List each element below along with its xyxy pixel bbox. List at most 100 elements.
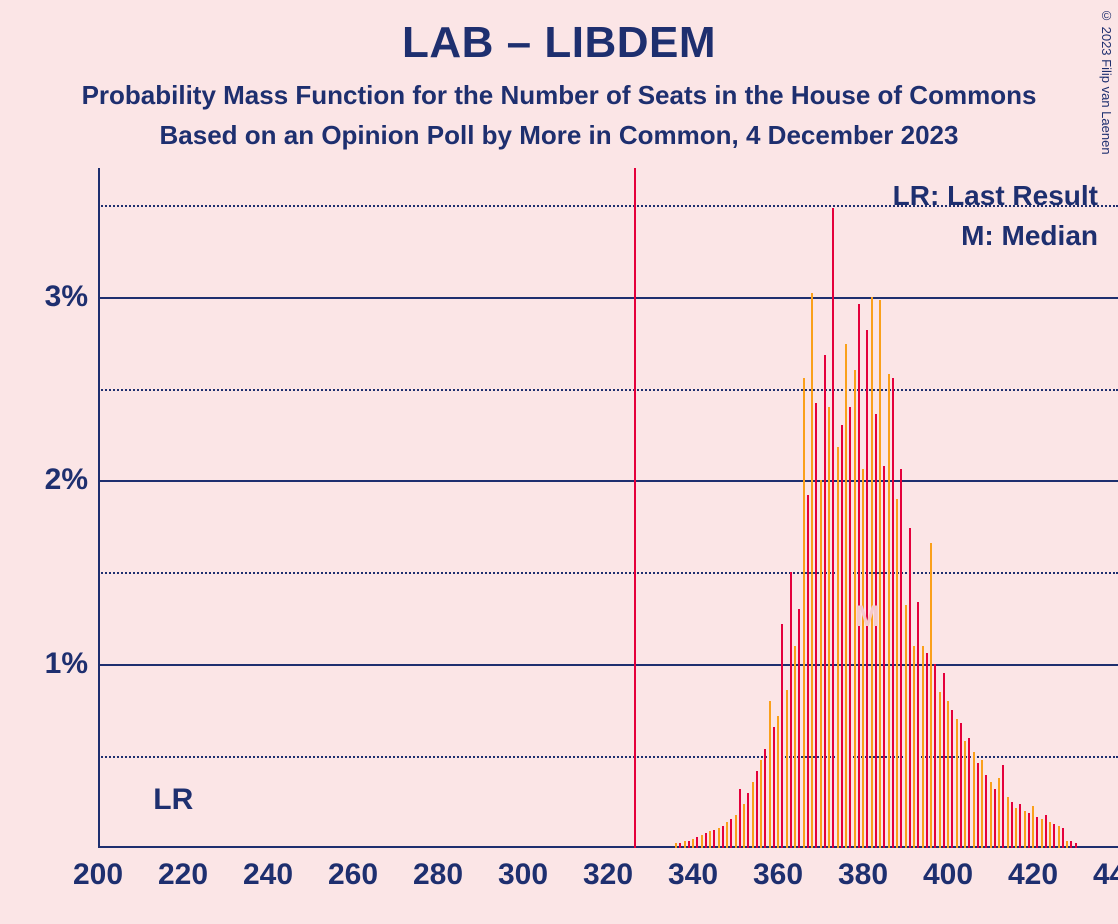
- pmf-bar: [990, 782, 992, 848]
- gridline-minor: [98, 572, 1118, 574]
- pmf-bar: [811, 293, 813, 848]
- pmf-bar: [951, 710, 953, 848]
- pmf-bar: [790, 572, 792, 848]
- pmf-bar: [781, 624, 783, 848]
- pmf-bar: [1032, 806, 1034, 848]
- pmf-bar: [1041, 819, 1043, 848]
- pmf-bar: [777, 716, 779, 848]
- pmf-bar: [815, 403, 817, 848]
- x-tick-label: 320: [583, 858, 633, 892]
- pmf-bar: [1019, 804, 1021, 848]
- y-axis-line: [98, 168, 100, 848]
- pmf-bar: [994, 789, 996, 848]
- x-tick-label: 280: [413, 858, 463, 892]
- x-tick-label: 360: [753, 858, 803, 892]
- last-result-line: [634, 168, 636, 848]
- pmf-bar: [722, 826, 724, 848]
- pmf-bar: [879, 300, 881, 848]
- pmf-bar: [1007, 797, 1009, 848]
- pmf-bar: [756, 771, 758, 848]
- pmf-bar: [973, 752, 975, 848]
- pmf-bar: [900, 469, 902, 848]
- pmf-bar: [828, 407, 830, 848]
- y-tick-label: 2%: [8, 463, 88, 497]
- pmf-bar: [739, 789, 741, 848]
- x-tick-label: 420: [1008, 858, 1058, 892]
- pmf-bar: [1015, 808, 1017, 848]
- legend-lr: LR: Last Result: [893, 180, 1098, 212]
- pmf-bar: [764, 749, 766, 848]
- pmf-bar: [892, 378, 894, 848]
- pmf-bar: [845, 344, 847, 848]
- pmf-bar: [866, 330, 868, 848]
- x-tick-label: 300: [498, 858, 548, 892]
- pmf-bar: [909, 528, 911, 848]
- pmf-bar: [684, 841, 686, 848]
- pmf-bar: [871, 297, 873, 848]
- pmf-bar: [773, 727, 775, 848]
- pmf-bar: [947, 701, 949, 848]
- pmf-bar: [1049, 822, 1051, 848]
- pmf-bar: [985, 775, 987, 849]
- pmf-bar: [888, 374, 890, 848]
- pmf-bar: [1024, 811, 1026, 848]
- legend-median: M: Median: [961, 220, 1098, 252]
- pmf-bar: [922, 646, 924, 848]
- pmf-bar: [1058, 826, 1060, 848]
- pmf-bar: [730, 819, 732, 848]
- pmf-bar: [1062, 828, 1064, 848]
- pmf-bar: [1045, 815, 1047, 848]
- pmf-bar: [968, 738, 970, 848]
- pmf-bar: [718, 828, 720, 848]
- pmf-bar: [824, 355, 826, 848]
- pmf-bar: [1053, 824, 1055, 848]
- pmf-bar: [849, 407, 851, 848]
- pmf-bar: [760, 760, 762, 848]
- pmf-bar: [688, 841, 690, 848]
- y-tick-label: 3%: [8, 280, 88, 314]
- pmf-bar: [939, 692, 941, 848]
- pmf-bar: [858, 304, 860, 848]
- pmf-bar: [820, 480, 822, 848]
- y-tick-label: 1%: [8, 647, 88, 681]
- pmf-bar: [981, 760, 983, 848]
- pmf-bar: [934, 664, 936, 848]
- median-label: M: [855, 600, 880, 634]
- pmf-bar: [862, 469, 864, 848]
- x-tick-label: 260: [328, 858, 378, 892]
- chart-subtitle-2: Based on an Opinion Poll by More in Comm…: [0, 120, 1118, 151]
- x-tick-label: 220: [158, 858, 208, 892]
- pmf-bar: [837, 447, 839, 848]
- gridline-major: [98, 480, 1118, 482]
- pmf-bar: [726, 822, 728, 848]
- pmf-bar: [705, 833, 707, 848]
- pmf-bar: [1036, 817, 1038, 848]
- pmf-bar: [701, 835, 703, 848]
- pmf-bar: [752, 782, 754, 848]
- pmf-bar: [675, 843, 677, 849]
- x-tick-label: 440: [1093, 858, 1118, 892]
- pmf-bar: [1070, 841, 1072, 848]
- pmf-bar: [696, 837, 698, 848]
- pmf-bar: [917, 602, 919, 848]
- chart-plot-area: 200220240260280300320340360380400420440L…: [98, 168, 1118, 848]
- x-tick-label: 200: [73, 858, 123, 892]
- pmf-bar: [896, 499, 898, 848]
- pmf-bar: [1011, 802, 1013, 848]
- pmf-bar: [832, 208, 834, 848]
- last-result-label: LR: [153, 783, 193, 817]
- pmf-bar: [692, 839, 694, 848]
- pmf-bar: [743, 804, 745, 848]
- x-tick-label: 380: [838, 858, 888, 892]
- chart-title: LAB – LIBDEM: [0, 18, 1118, 68]
- pmf-bar: [709, 831, 711, 848]
- x-tick-label: 240: [243, 858, 293, 892]
- pmf-bar: [786, 690, 788, 848]
- pmf-bar: [905, 605, 907, 848]
- pmf-bar: [735, 815, 737, 848]
- pmf-bar: [1066, 841, 1068, 848]
- pmf-bar: [926, 653, 928, 848]
- pmf-bar: [930, 543, 932, 848]
- pmf-bar: [841, 425, 843, 848]
- pmf-bar: [794, 646, 796, 848]
